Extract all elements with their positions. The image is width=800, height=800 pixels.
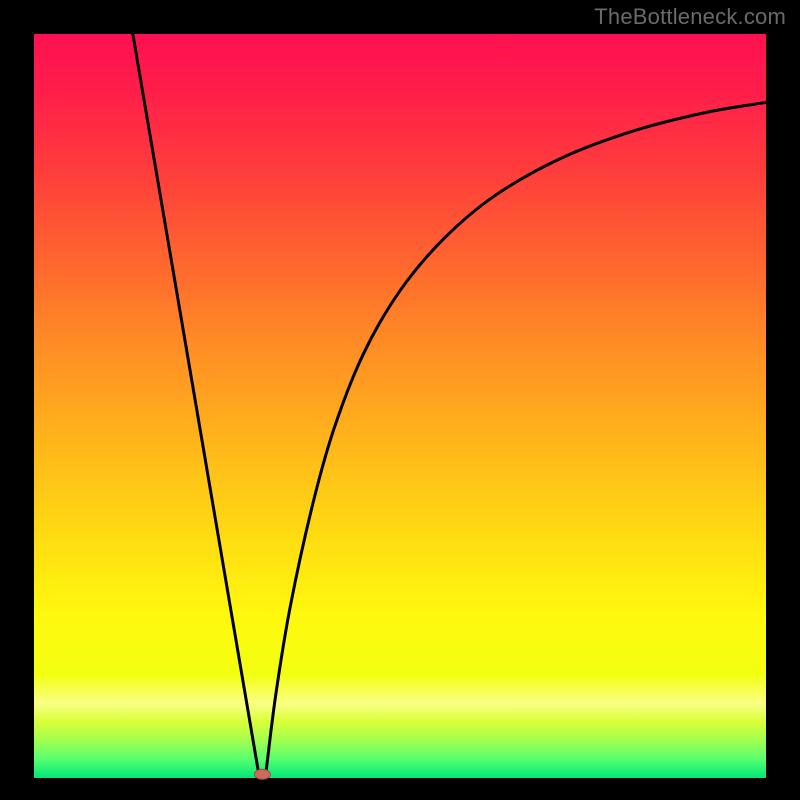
- chart-container: TheBottleneck.com: [0, 0, 800, 800]
- watermark-text: TheBottleneck.com: [594, 4, 786, 30]
- bottleneck-chart: [0, 0, 800, 800]
- plot-background: [34, 34, 766, 778]
- minimum-marker: [254, 769, 270, 779]
